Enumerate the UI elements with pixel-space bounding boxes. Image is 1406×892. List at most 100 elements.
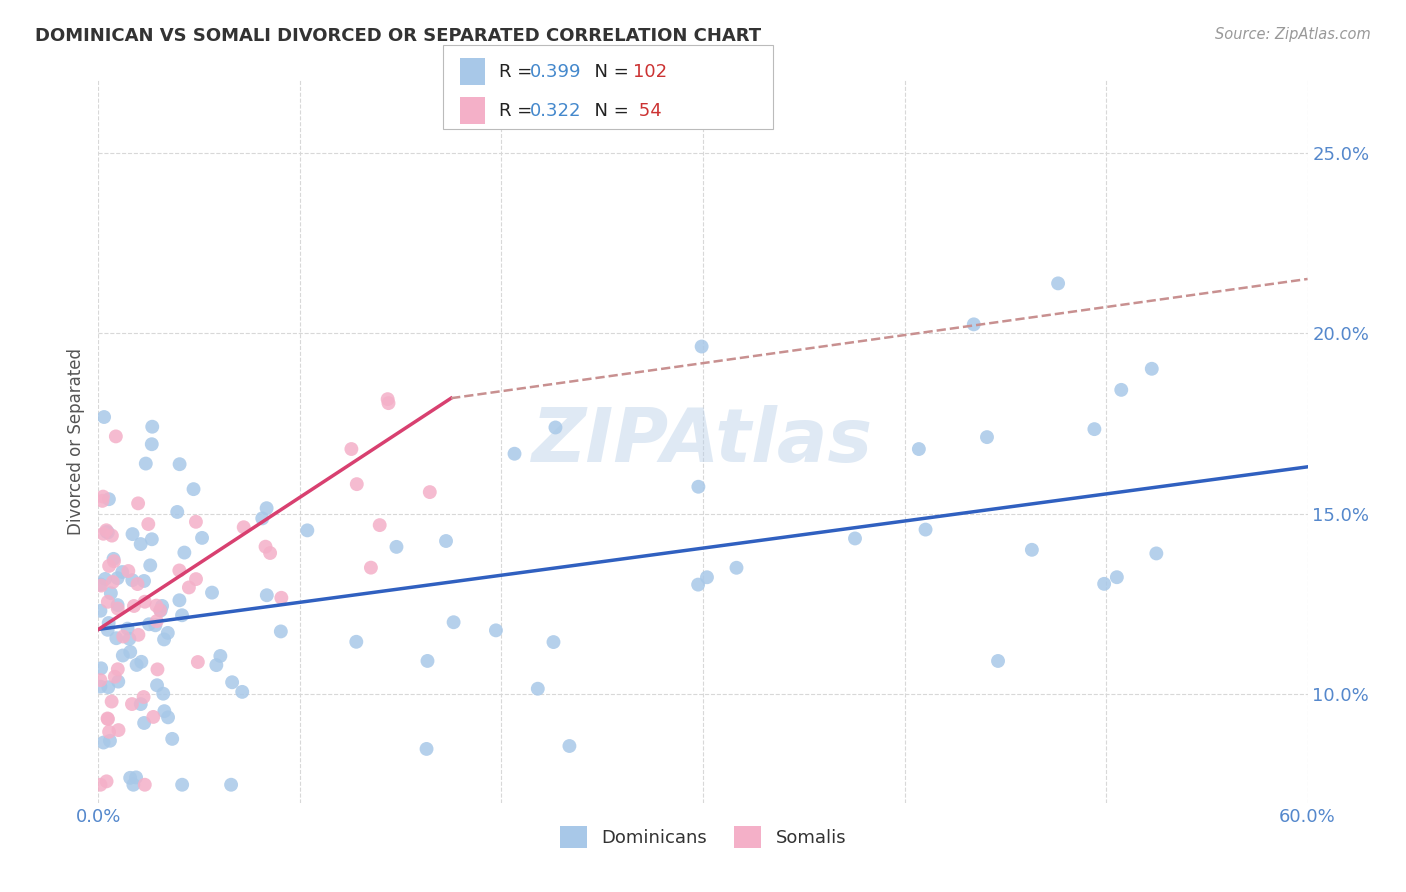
- Point: [688, 577, 710, 591]
- Point: [97, 492, 120, 507]
- Point: [1105, 570, 1128, 584]
- Point: [132, 690, 155, 704]
- Point: [377, 396, 399, 410]
- Point: [149, 603, 172, 617]
- Point: [976, 430, 998, 444]
- Point: [138, 617, 160, 632]
- Point: [139, 558, 162, 573]
- Point: [344, 635, 367, 649]
- Point: [346, 477, 368, 491]
- Point: [256, 501, 278, 516]
- Point: [340, 442, 363, 456]
- Point: [297, 524, 319, 538]
- Point: [844, 532, 866, 546]
- Point: [127, 496, 149, 510]
- Point: [169, 593, 191, 607]
- Point: [97, 595, 120, 609]
- Point: [96, 524, 118, 539]
- Point: [160, 731, 183, 746]
- Point: [205, 658, 228, 673]
- Point: [134, 595, 156, 609]
- Point: [118, 632, 141, 646]
- Point: [136, 517, 159, 532]
- Point: [385, 540, 408, 554]
- Point: [1140, 361, 1163, 376]
- Point: [141, 437, 163, 451]
- Point: [172, 778, 194, 792]
- Point: [97, 712, 120, 726]
- Point: [101, 528, 124, 542]
- Legend: Dominicans, Somalis: Dominicans, Somalis: [553, 819, 853, 855]
- Point: [360, 560, 382, 574]
- Point: [117, 622, 139, 636]
- Text: 0.322: 0.322: [530, 102, 582, 120]
- Point: [145, 614, 167, 628]
- Text: Source: ZipAtlas.com: Source: ZipAtlas.com: [1215, 27, 1371, 42]
- Point: [696, 570, 718, 584]
- Point: [100, 586, 122, 600]
- Point: [143, 618, 166, 632]
- Point: [908, 442, 931, 456]
- Point: [987, 654, 1010, 668]
- Point: [170, 608, 193, 623]
- Point: [232, 520, 254, 534]
- Point: [434, 534, 457, 549]
- Point: [270, 591, 292, 605]
- Point: [98, 558, 121, 573]
- Point: [97, 525, 120, 540]
- Text: N =: N =: [583, 62, 636, 80]
- Point: [111, 648, 134, 663]
- Point: [121, 697, 143, 711]
- Point: [150, 599, 173, 613]
- Point: [153, 632, 176, 647]
- Point: [914, 523, 936, 537]
- Point: [90, 661, 112, 675]
- Point: [1092, 577, 1115, 591]
- Point: [103, 552, 125, 566]
- Point: [93, 735, 115, 749]
- Point: [270, 624, 292, 639]
- Point: [419, 485, 441, 500]
- Point: [725, 561, 748, 575]
- Point: [485, 624, 508, 638]
- Point: [1021, 542, 1043, 557]
- Point: [173, 545, 195, 559]
- Point: [121, 527, 143, 541]
- Point: [120, 771, 142, 785]
- Point: [157, 710, 180, 724]
- Y-axis label: Divorced or Separated: Divorced or Separated: [66, 348, 84, 535]
- Point: [104, 429, 127, 443]
- Point: [146, 678, 169, 692]
- Point: [132, 574, 155, 588]
- Point: [101, 574, 124, 589]
- Point: [256, 588, 278, 602]
- Point: [377, 392, 399, 406]
- Point: [191, 531, 214, 545]
- Point: [1047, 277, 1070, 291]
- Point: [97, 615, 120, 630]
- Point: [177, 581, 200, 595]
- Point: [259, 546, 281, 560]
- Point: [544, 420, 567, 434]
- Point: [134, 778, 156, 792]
- Point: [187, 655, 209, 669]
- Point: [543, 635, 565, 649]
- Point: [125, 657, 148, 672]
- Point: [415, 742, 437, 756]
- Point: [443, 615, 465, 630]
- Point: [90, 579, 112, 593]
- Point: [97, 623, 120, 637]
- Text: 102: 102: [633, 62, 666, 80]
- Point: [368, 518, 391, 533]
- Point: [231, 685, 253, 699]
- Point: [93, 410, 115, 425]
- Point: [120, 645, 142, 659]
- Point: [107, 723, 129, 737]
- Point: [107, 662, 129, 676]
- Point: [112, 630, 135, 644]
- Point: [96, 523, 118, 537]
- Point: [169, 457, 191, 471]
- Point: [153, 704, 176, 718]
- Point: [183, 482, 205, 496]
- Point: [149, 603, 172, 617]
